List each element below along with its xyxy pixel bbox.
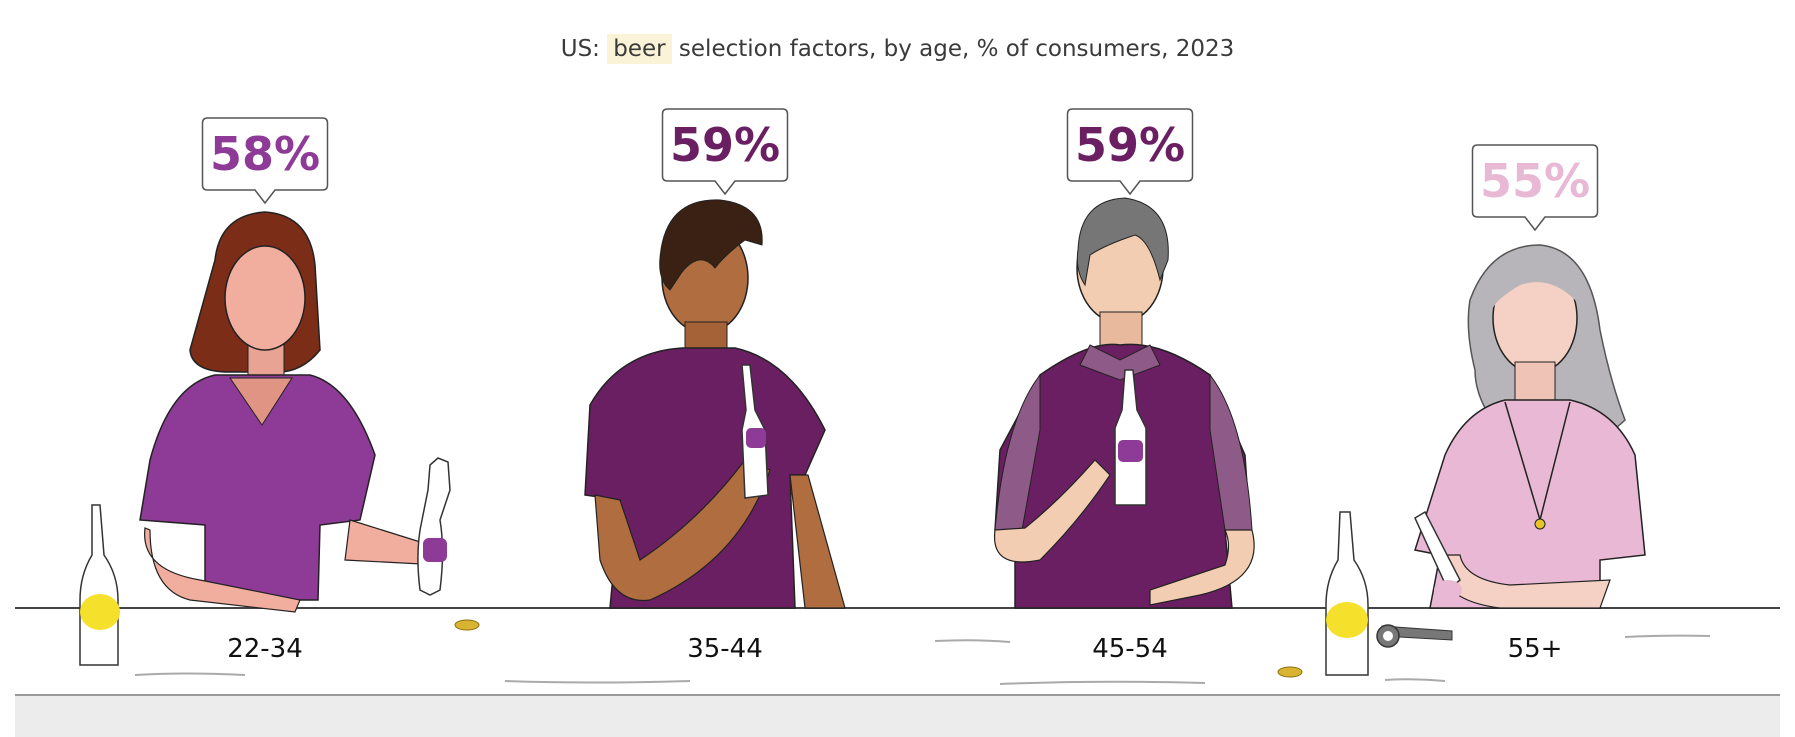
counter-scribbles (134, 634, 1711, 685)
bottle-opener-icon (1376, 624, 1453, 648)
title-prefix: US: (560, 36, 600, 62)
bottle-right (1325, 511, 1369, 676)
bubble-shape-22-34 (201, 117, 329, 205)
value-label-22-34: 58% (210, 127, 320, 181)
person-45-54 (993, 197, 1255, 609)
value-bubble-35-44: 59% (661, 108, 789, 196)
bubble-shape-55+ (1471, 144, 1599, 232)
person-22-34 (139, 211, 451, 613)
value-bubbles: 58% 59% 59% 55% (201, 108, 1599, 232)
value-bubble-22-34: 58% (201, 117, 329, 205)
category-label-22-34: 22-34 (227, 634, 303, 664)
bottle-cap-2 (1277, 666, 1303, 678)
bubble-shape-45-54 (1066, 108, 1194, 196)
bottle-cap-1 (454, 619, 480, 631)
value-label-35-44: 59% (670, 118, 780, 172)
chart-title: US: beer selection factors, by age, % of… (0, 34, 1795, 64)
value-label-45-54: 59% (1075, 118, 1185, 172)
bubble-shape-35-44 (661, 108, 789, 196)
category-label-35-44: 35-44 (687, 634, 763, 664)
category-label-45-54: 45-54 (1092, 634, 1168, 664)
value-label-55+: 55% (1480, 154, 1590, 208)
title-suffix: selection factors, by age, % of consumer… (678, 36, 1235, 62)
category-label-55+: 55+ (1508, 634, 1563, 664)
person-55-plus (1414, 244, 1646, 609)
counter-front (15, 695, 1780, 737)
value-bubble-45-54: 59% (1066, 108, 1194, 196)
bottle-left (79, 504, 120, 666)
person-35-44 (584, 199, 846, 609)
age-labels: 22-34 35-44 45-54 55+ (227, 634, 1562, 664)
title-highlight: beer (607, 34, 672, 64)
value-bubble-55+: 55% (1471, 144, 1599, 232)
